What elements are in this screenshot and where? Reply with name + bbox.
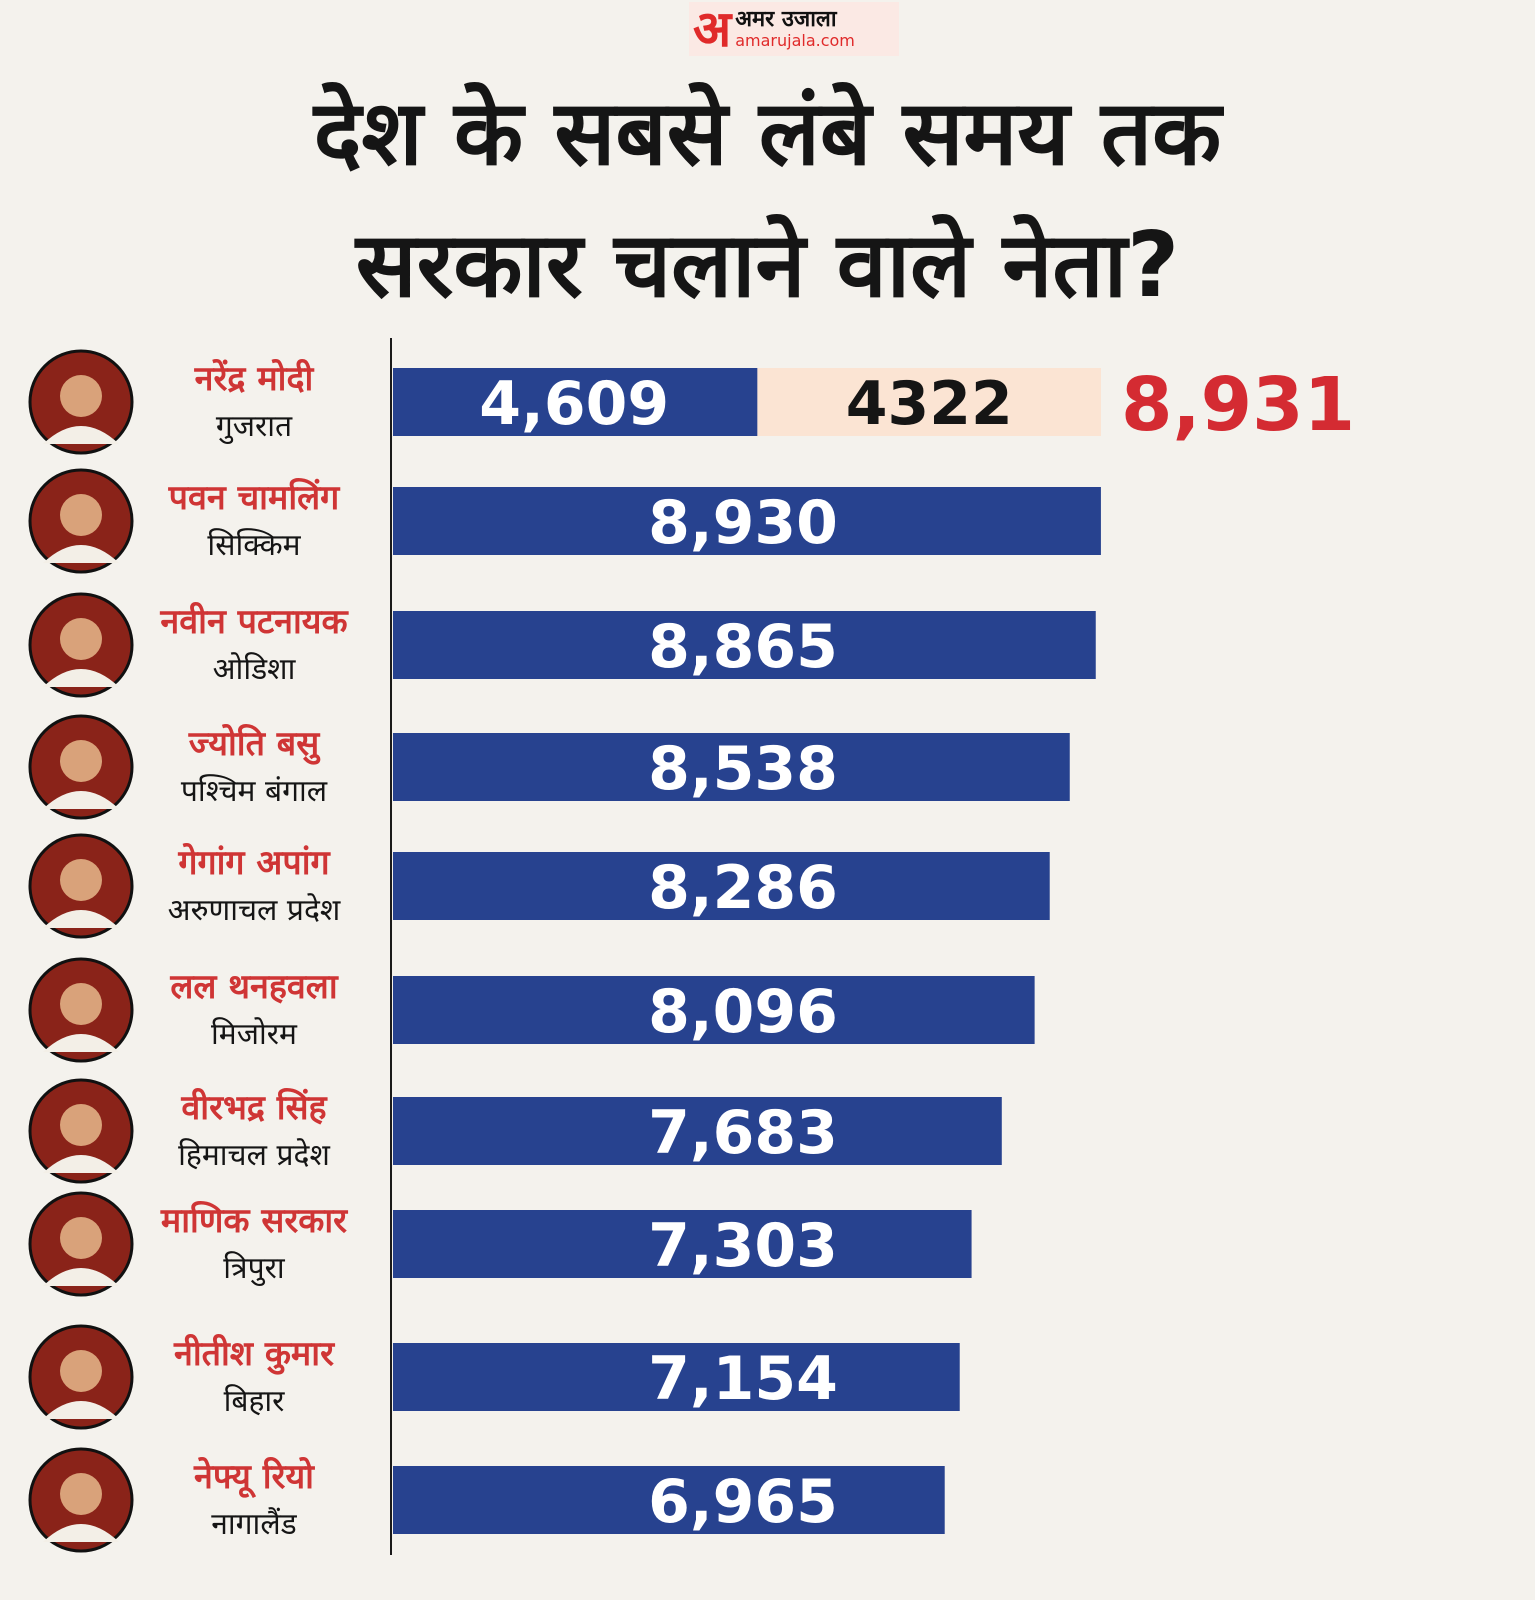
avatar-body <box>43 791 119 809</box>
bar-row: लल थनहवला मिजोरम 8,096 <box>28 957 1035 1063</box>
value-label: 7,683 <box>648 1098 838 1168</box>
leader-state: ओडिशा <box>213 652 297 687</box>
leader-name: ज्योति बसु <box>188 723 321 765</box>
leader-state: हिमाचल प्रदेश <box>178 1138 330 1173</box>
avatar-body <box>43 669 119 687</box>
bar <box>393 976 1035 1044</box>
bar <box>393 733 1070 801</box>
bar-row: नरेंद्र मोदी गुजरात 4,609 4322 8,931 <box>28 349 1355 455</box>
avatar-body <box>43 1524 119 1542</box>
leader-name: नरेंद्र मोदी <box>194 358 315 399</box>
value-label: 7,303 <box>648 1211 838 1281</box>
bar <box>393 1210 972 1278</box>
value-label: 8,538 <box>648 734 838 804</box>
total-label: 8,931 <box>1121 362 1355 448</box>
bar-row: नवीन पटनायक ओडिशा 8,865 <box>28 592 1096 698</box>
leader-state: गुजरात <box>216 409 293 445</box>
avatar-face <box>60 1350 102 1392</box>
logo-site: amarujala.com <box>735 31 855 50</box>
bar-row: माणिक सरकार त्रिपुरा 7,303 <box>28 1191 972 1297</box>
avatar-face <box>60 618 102 660</box>
bar-segment <box>393 368 758 436</box>
avatar-body <box>43 1155 119 1173</box>
value-label: 8,865 <box>648 612 838 682</box>
leader-name: नेफ्यू रियो <box>193 1456 315 1499</box>
bar <box>393 487 1101 555</box>
bar-row: ज्योति बसु पश्चिम बंगाल 8,538 <box>28 714 1070 820</box>
avatar-face <box>60 983 102 1025</box>
avatar-face <box>60 740 102 782</box>
value-label: 6,965 <box>648 1467 838 1537</box>
leader-name: नीतीश कुमार <box>173 1333 335 1375</box>
avatar-face <box>60 375 102 417</box>
chart-title: देश के सबसे लंबे समय तक सरकार चलाने वाले… <box>0 68 1535 332</box>
title-line-2: सरकार चलाने वाले नेता? <box>355 213 1180 318</box>
bar-segment <box>757 368 1101 436</box>
segment-label: 4322 <box>846 369 1013 439</box>
leader-state: नागालैंड <box>211 1507 297 1542</box>
leader-state: अरुणाचल प्रदेश <box>168 893 341 928</box>
avatar-face <box>60 859 102 901</box>
leader-name: पवन चामलिंग <box>168 477 342 518</box>
leader-name: गेगांग अपांग <box>177 842 331 883</box>
bar-row: पवन चामलिंग सिक्किम 8,930 <box>28 468 1101 574</box>
avatar-body <box>43 910 119 928</box>
avatar-body <box>43 1268 119 1286</box>
leader-state: बिहार <box>224 1384 286 1419</box>
leader-state: त्रिपुरा <box>223 1251 286 1287</box>
bar <box>393 1097 1002 1165</box>
bar-row: नेफ्यू रियो नागालैंड 6,965 <box>28 1447 945 1553</box>
avatar-body <box>43 1034 119 1052</box>
bar-row: गेगांग अपांग अरुणाचल प्रदेश 8,286 <box>28 833 1050 939</box>
leader-state: पश्चिम बंगाल <box>181 774 328 809</box>
bar <box>393 1343 960 1411</box>
value-label: 7,154 <box>648 1344 838 1414</box>
amar-ujala-logo: अ अमर उजाला amarujala.com <box>689 2 899 56</box>
value-label: 8,286 <box>648 853 838 923</box>
leader-name: माणिक सरकार <box>160 1200 348 1241</box>
value-label: 8,930 <box>648 488 838 558</box>
avatar-body <box>43 426 119 444</box>
title-line-1: देश के सबसे लंबे समय तक <box>313 81 1222 186</box>
avatar-face <box>60 494 102 536</box>
leader-name: लल थनहवला <box>169 967 339 1007</box>
value-label: 8,096 <box>648 977 838 1047</box>
bar <box>393 611 1096 679</box>
avatar-face <box>60 1473 102 1515</box>
avatar-body <box>43 1401 119 1419</box>
bar-row: वीरभद्र सिंह हिमाचल प्रदेश 7,683 <box>28 1078 1002 1184</box>
avatar-body <box>43 545 119 563</box>
bar <box>393 852 1050 920</box>
leader-name: वीरभद्र सिंह <box>180 1087 328 1128</box>
logo-name: अमर उजाला <box>735 7 837 32</box>
bar <box>393 1466 945 1534</box>
avatar-face <box>60 1104 102 1146</box>
leader-state: सिक्किम <box>207 528 301 563</box>
leader-state: मिजोरम <box>211 1017 298 1052</box>
leader-name: नवीन पटनायक <box>159 601 349 642</box>
avatar-face <box>60 1217 102 1259</box>
bar-row: नीतीश कुमार बिहार 7,154 <box>28 1324 960 1430</box>
logo-mark: अ <box>693 0 732 58</box>
segment-label: 4,609 <box>479 369 669 439</box>
